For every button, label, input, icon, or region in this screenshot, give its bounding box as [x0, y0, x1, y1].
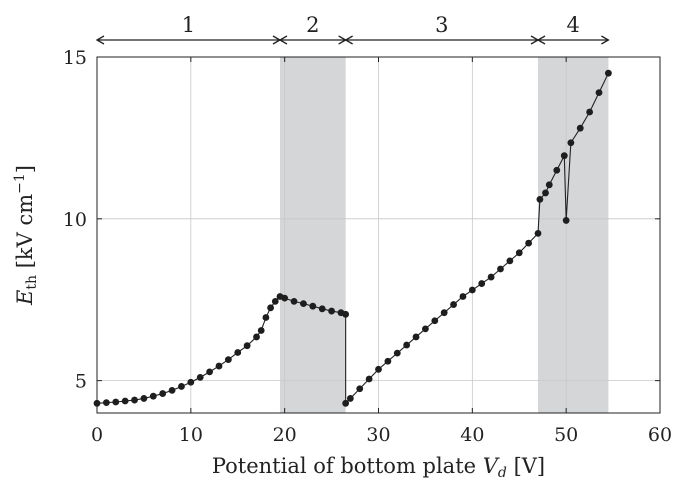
data-point [525, 239, 533, 247]
x-tick-label: 60 [648, 424, 672, 446]
data-point [450, 301, 457, 308]
data-point [375, 365, 382, 373]
y-tick-label: 15 [63, 47, 87, 69]
data-point [267, 304, 274, 312]
x-axis-label: Potential of bottom plate Vd [V] [212, 454, 545, 480]
data-point [140, 395, 148, 402]
data-point [224, 356, 232, 363]
region-label-2: 2 [306, 13, 319, 37]
data-point [393, 349, 401, 357]
y-tick-label: 5 [75, 371, 87, 393]
x-tick-label: 10 [179, 424, 203, 446]
data-point [422, 325, 429, 333]
data-point [234, 349, 242, 356]
y-tick-label: 10 [63, 209, 87, 231]
data-point [468, 286, 476, 294]
data-point [346, 395, 354, 402]
data-point [497, 265, 504, 273]
data-point [271, 297, 279, 305]
data-point [562, 217, 570, 224]
data-point [178, 383, 185, 390]
data-point [440, 309, 448, 317]
x-tick-label: 50 [554, 424, 578, 446]
data-point [102, 399, 110, 407]
data-point [553, 166, 561, 174]
data-point [318, 305, 326, 313]
data-point [604, 69, 612, 77]
data-point [243, 342, 251, 350]
x-tick-label: 40 [460, 424, 484, 446]
data-point [257, 327, 265, 334]
x-tick-label: 30 [366, 424, 390, 446]
data-point [290, 297, 298, 305]
data-point [253, 333, 260, 341]
data-point [576, 124, 584, 132]
data-point [121, 397, 129, 405]
y-axis-label: Eth [kV cm−1] [12, 165, 40, 306]
data-point [196, 374, 204, 381]
data-point [431, 317, 439, 325]
data-point [506, 257, 514, 265]
shaded-region-2 [279, 57, 346, 413]
data-point [356, 385, 364, 393]
data-point [149, 392, 157, 400]
shaded-region-4 [538, 57, 609, 413]
data-point [206, 368, 214, 376]
data-point [586, 108, 594, 116]
data-point [187, 378, 195, 386]
data-point [515, 249, 523, 257]
data-point [595, 89, 603, 96]
data-point [487, 273, 495, 281]
data-point [112, 398, 120, 406]
data-point [403, 341, 411, 349]
data-point [545, 181, 553, 189]
region-label-3: 3 [435, 13, 448, 37]
data-point [536, 196, 544, 203]
data-point [542, 189, 549, 197]
data-point [309, 302, 317, 310]
data-point [215, 362, 223, 370]
region-label-1: 1 [182, 13, 195, 37]
data-point [300, 300, 307, 308]
data-point [328, 307, 335, 315]
data-point [365, 375, 373, 383]
data-point [534, 229, 542, 237]
x-tick-label: 20 [273, 424, 297, 446]
data-point [459, 293, 467, 300]
region-label-4: 4 [567, 13, 580, 37]
data-point [567, 139, 575, 147]
data-point [342, 399, 350, 407]
data-point [478, 280, 486, 287]
data-point [168, 386, 176, 394]
data-point [342, 310, 350, 318]
x-tick-label: 0 [91, 424, 103, 446]
data-point [93, 399, 101, 407]
data-point [412, 333, 420, 341]
series-line [96, 72, 609, 405]
data-point [131, 396, 138, 404]
data-point [384, 357, 392, 365]
data-point [262, 314, 270, 321]
data-point [159, 390, 167, 397]
data-point [281, 294, 289, 302]
data-point [560, 152, 568, 160]
